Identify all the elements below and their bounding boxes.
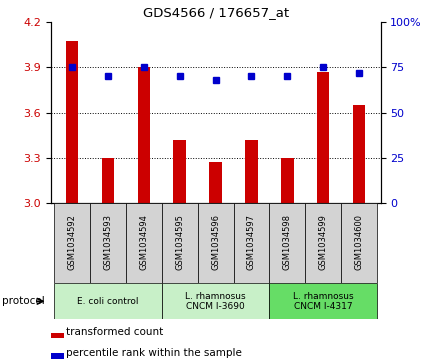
Bar — [305, 203, 341, 283]
Text: E. coli control: E. coli control — [77, 297, 139, 306]
Bar — [54, 203, 90, 283]
Bar — [90, 203, 126, 283]
Text: GSM1034592: GSM1034592 — [68, 214, 77, 270]
Text: protocol: protocol — [2, 296, 45, 306]
Title: GDS4566 / 176657_at: GDS4566 / 176657_at — [143, 6, 289, 19]
Bar — [281, 158, 293, 203]
Text: L. rhamnosus
CNCM I-4317: L. rhamnosus CNCM I-4317 — [293, 291, 353, 311]
Bar — [102, 158, 114, 203]
Bar — [269, 203, 305, 283]
Bar — [209, 163, 222, 203]
Bar — [269, 283, 377, 319]
Text: percentile rank within the sample: percentile rank within the sample — [66, 347, 242, 358]
Bar — [51, 354, 64, 359]
Bar — [66, 41, 78, 203]
Bar — [162, 283, 269, 319]
Bar — [54, 283, 162, 319]
Bar — [341, 203, 377, 283]
Bar — [126, 203, 162, 283]
Bar — [162, 203, 198, 283]
Text: GSM1034598: GSM1034598 — [283, 213, 292, 270]
Bar — [234, 203, 269, 283]
Text: GSM1034593: GSM1034593 — [103, 213, 113, 270]
Text: GSM1034600: GSM1034600 — [355, 213, 363, 270]
Bar — [198, 203, 234, 283]
Text: L. rhamnosus
CNCM I-3690: L. rhamnosus CNCM I-3690 — [185, 291, 246, 311]
Text: GSM1034595: GSM1034595 — [175, 214, 184, 270]
Text: GSM1034597: GSM1034597 — [247, 213, 256, 270]
Bar — [317, 72, 330, 203]
Bar — [138, 67, 150, 203]
Text: GSM1034596: GSM1034596 — [211, 213, 220, 270]
Text: GSM1034594: GSM1034594 — [139, 214, 148, 270]
Bar — [173, 140, 186, 203]
Text: GSM1034599: GSM1034599 — [319, 214, 328, 270]
Bar — [51, 333, 64, 338]
Bar — [245, 140, 258, 203]
Bar — [353, 105, 365, 203]
Text: transformed count: transformed count — [66, 327, 164, 337]
